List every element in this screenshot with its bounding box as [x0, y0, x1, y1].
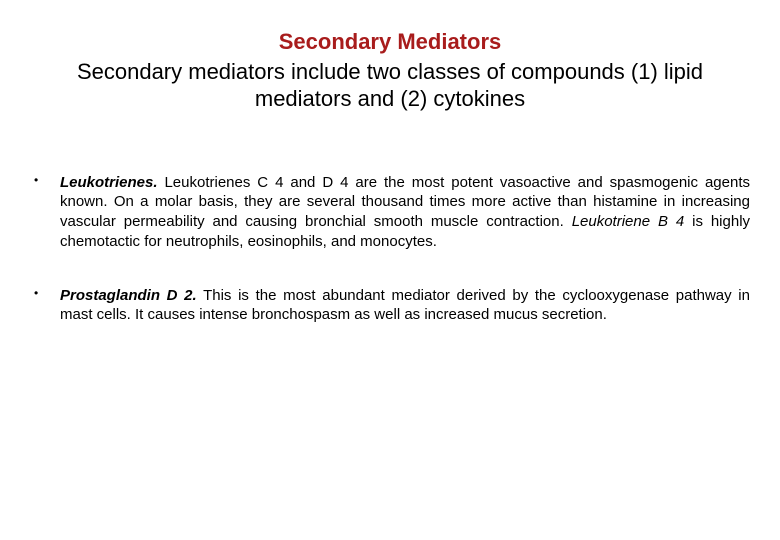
list-item: Leukotrienes. Leukotrienes C 4 and D 4 a… — [30, 173, 750, 252]
slide: Secondary Mediators Secondary mediators … — [0, 0, 780, 540]
slide-header: Secondary Mediators Secondary mediators … — [40, 28, 740, 113]
bullet-lead: Leukotrienes. — [60, 174, 158, 191]
bullet-italic: Leukotriene B 4 — [572, 213, 685, 230]
slide-title: Secondary Mediators — [40, 28, 740, 56]
list-item: Prostaglandin D 2. This is the most abun… — [30, 286, 750, 326]
slide-subtitle: Secondary mediators include two classes … — [40, 58, 740, 113]
bullet-list: Leukotrienes. Leukotrienes C 4 and D 4 a… — [30, 173, 750, 326]
bullet-lead: Prostaglandin D 2. — [60, 287, 197, 304]
